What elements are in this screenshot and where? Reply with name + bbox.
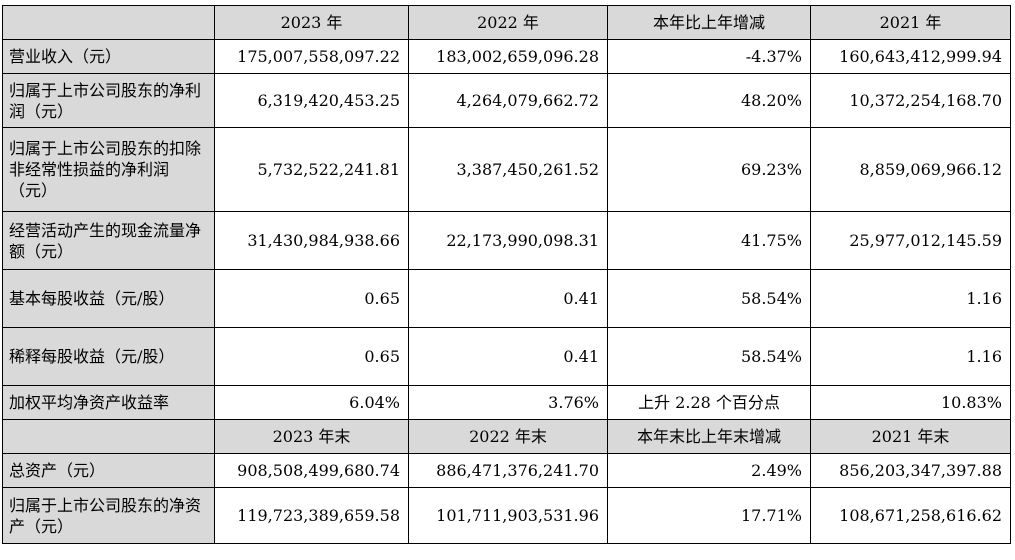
cell-2022: 0.41 — [408, 327, 608, 386]
cell-2022: 3,387,450,261.52 — [408, 127, 608, 212]
header-row-year-end: 2023 年末 2022 年末 本年末比上年末增减 2021 年末 — [2, 419, 1011, 454]
cell-2022: 0.41 — [408, 269, 608, 328]
cell-2023: 6,319,420,453.25 — [214, 73, 409, 128]
row-label: 经营活动产生的现金流量净额（元） — [2, 211, 215, 270]
header-row-years: 2023 年 2022 年 本年比上年增减 2021 年 — [2, 5, 1011, 40]
row-label: 营业收入（元） — [2, 39, 215, 74]
cell-2022: 22,173,990,098.31 — [408, 211, 608, 270]
cell-change: -4.37% — [607, 39, 811, 74]
table-row: 归属于上市公司股东的净利润（元） 6,319,420,453.25 4,264,… — [2, 73, 1011, 128]
header-corner-cell — [2, 5, 215, 40]
cell-2022-end: 886,471,376,241.70 — [408, 453, 608, 488]
cell-change: 41.75% — [607, 211, 811, 270]
cell-2023-end: 119,723,389,659.58 — [214, 487, 409, 544]
table-row: 加权平均净资产收益率 6.04% 3.76% 上升 2.28 个百分点 10.8… — [2, 385, 1011, 420]
cell-change: 58.54% — [607, 327, 811, 386]
cell-2021: 25,977,012,145.59 — [810, 211, 1011, 270]
cell-2022-end: 101,711,903,531.96 — [408, 487, 608, 544]
row-label: 总资产（元） — [2, 453, 215, 488]
header-corner-cell — [2, 419, 215, 454]
header-2023-end: 2023 年末 — [214, 419, 409, 454]
financial-summary-table: 2023 年 2022 年 本年比上年增减 2021 年 营业收入（元） 175… — [2, 5, 1011, 544]
row-label: 稀释每股收益（元/股） — [2, 327, 215, 386]
cell-2023: 0.65 — [214, 269, 409, 328]
cell-2023: 6.04% — [214, 385, 409, 420]
row-label: 基本每股收益（元/股） — [2, 269, 215, 328]
cell-2022: 183,002,659,096.28 — [408, 39, 608, 74]
cell-change: 69.23% — [607, 127, 811, 212]
cell-2023-end: 908,508,499,680.74 — [214, 453, 409, 488]
header-change-end: 本年末比上年末增减 — [607, 419, 811, 454]
cell-2021: 1.16 — [810, 269, 1011, 328]
table-row: 稀释每股收益（元/股） 0.65 0.41 58.54% 1.16 — [2, 327, 1011, 386]
cell-2023: 175,007,558,097.22 — [214, 39, 409, 74]
cell-2021: 10,372,254,168.70 — [810, 73, 1011, 128]
cell-2021-end: 108,671,258,616.62 — [810, 487, 1011, 544]
cell-2021: 8,859,069,966.12 — [810, 127, 1011, 212]
cell-2023: 31,430,984,938.66 — [214, 211, 409, 270]
table-row: 归属于上市公司股东的扣除非经常性损益的净利润（元） 5,732,522,241.… — [2, 127, 1011, 212]
cell-2021: 1.16 — [810, 327, 1011, 386]
cell-2021: 160,643,412,999.94 — [810, 39, 1011, 74]
table-row: 营业收入（元） 175,007,558,097.22 183,002,659,0… — [2, 39, 1011, 74]
cell-change: 58.54% — [607, 269, 811, 328]
row-label: 加权平均净资产收益率 — [2, 385, 215, 420]
cell-2021: 10.83% — [810, 385, 1011, 420]
header-2023: 2023 年 — [214, 5, 409, 40]
cell-2021-end: 856,203,347,397.88 — [810, 453, 1011, 488]
table-row: 经营活动产生的现金流量净额（元） 31,430,984,938.66 22,17… — [2, 211, 1011, 270]
cell-change: 48.20% — [607, 73, 811, 128]
cell-2022: 3.76% — [408, 385, 608, 420]
header-2021: 2021 年 — [810, 5, 1011, 40]
table-row: 基本每股收益（元/股） 0.65 0.41 58.54% 1.16 — [2, 269, 1011, 328]
cell-change-end: 17.71% — [607, 487, 811, 544]
table-row: 归属于上市公司股东的净资产（元） 119,723,389,659.58 101,… — [2, 487, 1011, 544]
table-row: 总资产（元） 908,508,499,680.74 886,471,376,24… — [2, 453, 1011, 488]
row-label: 归属于上市公司股东的净资产（元） — [2, 487, 215, 544]
cell-2022: 4,264,079,662.72 — [408, 73, 608, 128]
row-label: 归属于上市公司股东的净利润（元） — [2, 73, 215, 128]
row-label: 归属于上市公司股东的扣除非经常性损益的净利润（元） — [2, 127, 215, 212]
cell-2023: 5,732,522,241.81 — [214, 127, 409, 212]
header-2021-end: 2021 年末 — [810, 419, 1011, 454]
cell-change-end: 2.49% — [607, 453, 811, 488]
header-2022: 2022 年 — [408, 5, 608, 40]
header-change: 本年比上年增减 — [607, 5, 811, 40]
header-2022-end: 2022 年末 — [408, 419, 608, 454]
cell-change: 上升 2.28 个百分点 — [607, 385, 811, 420]
cell-2023: 0.65 — [214, 327, 409, 386]
